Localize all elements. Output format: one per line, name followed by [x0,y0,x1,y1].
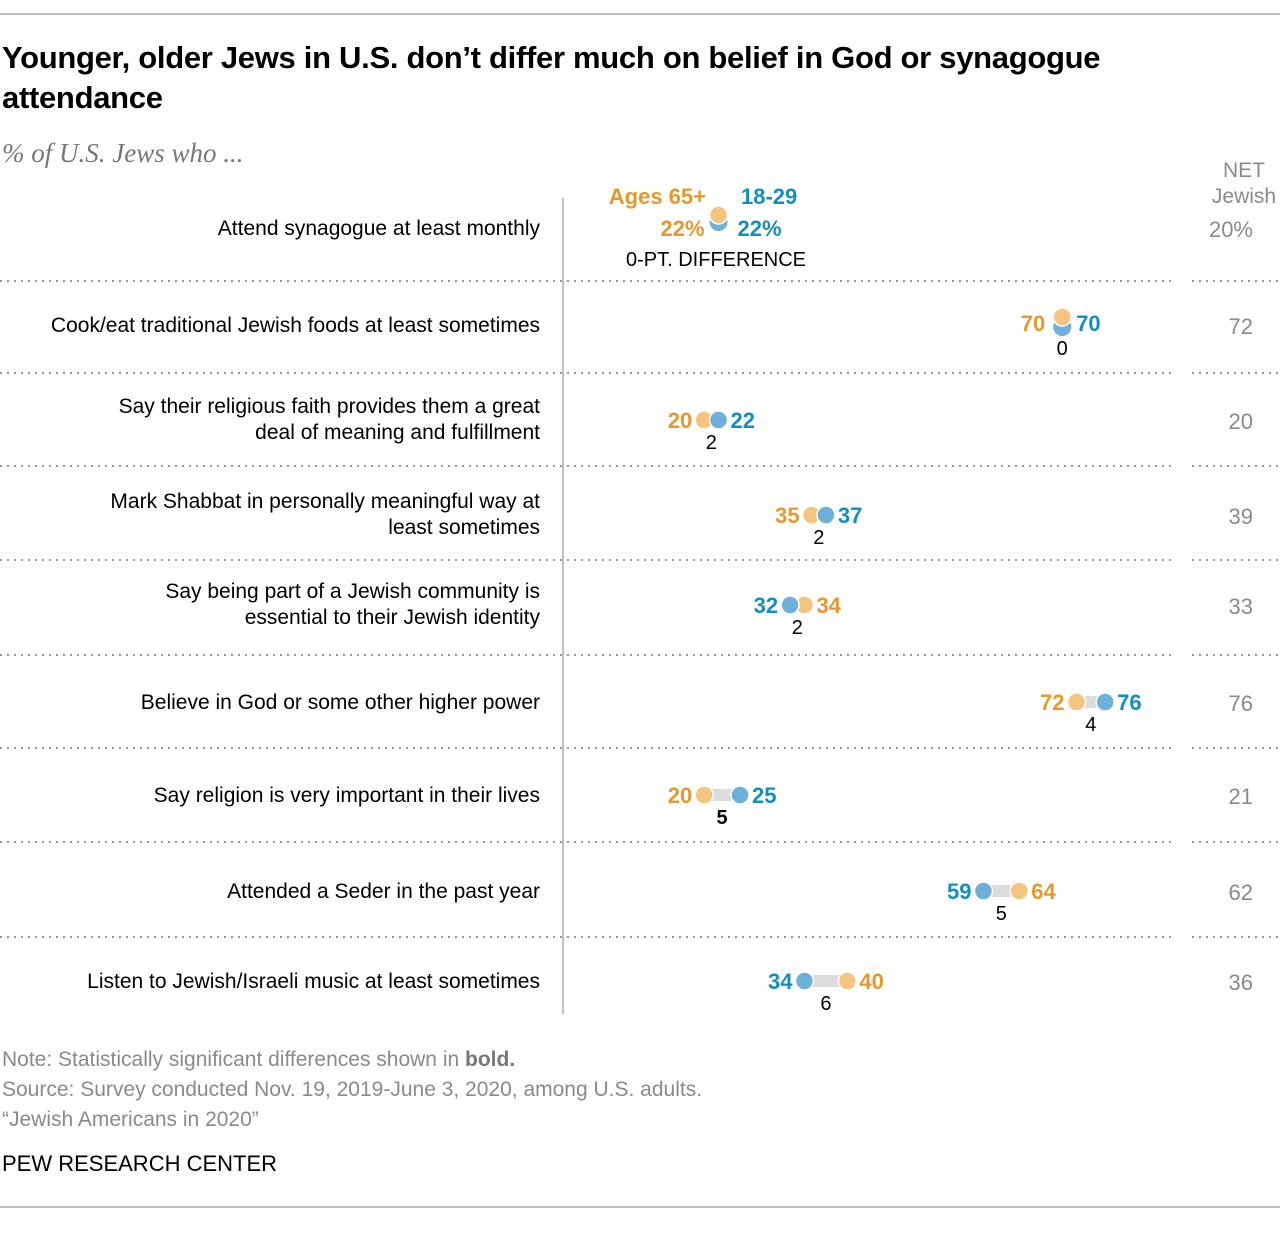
row-label: Attended a Seder in the past year [227,880,540,903]
row-label: Cook/eat traditional Jewish foods at lea… [51,314,540,337]
report-title: “Jewish Americans in 2020” [2,1108,259,1131]
difference-value: 4 [1085,714,1096,736]
row-1: Cook/eat traditional Jewish foods at lea… [51,307,1072,337]
value-younger: 32 [754,593,778,618]
row-5: Believe in God or some other higher powe… [141,691,1115,714]
note-text: Note: Statistically significant differen… [2,1048,466,1071]
net-value: 33 [1229,594,1253,619]
net-value: 76 [1229,691,1253,716]
value-older: 22% [660,216,704,241]
net-value: 39 [1229,504,1253,529]
legend-older: Ages 65+ [609,184,706,209]
value-older: 34 [816,593,841,618]
row-8: Listen to Jewish/Israeli music at least … [87,970,858,993]
value-younger: 34 [768,969,793,994]
difference-value: 2 [813,527,824,549]
brand-logo-text: PEW RESEARCH CENTER [2,1151,278,1176]
net-value: 72 [1229,314,1253,339]
value-younger: 22% [738,216,782,241]
value-younger: 22 [731,408,755,433]
net-value: 20 [1229,409,1253,434]
chart-title: Younger, older Jews in U.S. don’t differ… [2,40,1101,115]
difference-label: 0-PT. DIFFERENCE [626,249,806,271]
note-bold: bold. [465,1048,516,1071]
row-7: Attended a Seder in the past year [227,880,1029,903]
value-older: 72 [1040,690,1064,715]
chart-subtitle: % of U.S. Jews who ... [2,138,244,168]
bottom-rule [0,1206,1280,1208]
dot-younger [708,410,729,430]
dot-younger [1095,692,1115,712]
net-value: 21 [1229,784,1253,809]
dot-younger [794,971,815,991]
row-label: Say religion is very important in their … [154,784,540,807]
difference-value: 5 [717,807,728,829]
dot-older [837,971,858,991]
difference-value: 0 [1057,338,1068,360]
value-older: 64 [1031,879,1056,904]
dot-younger [780,595,800,615]
difference-value: 6 [820,993,831,1015]
value-older: 20 [668,408,692,433]
row-label: Listen to Jewish/Israeli music at least … [87,970,540,993]
row-label: Mark Shabbat in personally meaningful wa… [110,490,540,539]
row-0: Attend synagogue at least monthly [218,205,729,240]
row-label: Say their religious faith provides them … [119,395,541,444]
row-label: Attend synagogue at least monthly [218,217,541,240]
value-older: 40 [859,969,883,994]
dot-older [1052,307,1072,327]
row-4: Say being part of a Jewish community is e… [165,580,815,629]
value-younger: 76 [1117,690,1141,715]
net-value: 62 [1229,880,1253,905]
net-value: 36 [1229,970,1253,995]
row-2: Say their religious faith provides them … [119,395,729,444]
row-6: Say religion is very important in their … [154,784,750,807]
value-younger: 70 [1076,311,1100,336]
legend-younger: 18-29 [741,184,797,209]
net-value: 20% [1209,217,1253,242]
dot-younger [973,881,994,901]
dot-younger [730,785,750,805]
difference-value: 5 [996,903,1007,925]
dot-younger [816,505,836,525]
dot-older [708,205,729,225]
value-older: 70 [1021,311,1045,336]
row-label: Say being part of a Jewish community is e… [165,580,540,629]
row-label: Believe in God or some other higher powe… [141,691,540,714]
value-older: 35 [775,503,799,528]
top-rule [0,13,1280,15]
value-younger: 37 [838,503,862,528]
source: Source: Survey conducted Nov. 19, 2019-J… [2,1078,703,1101]
value-younger: 59 [947,879,971,904]
value-older: 20 [668,783,692,808]
note: Note: Statistically significant differen… [2,1048,515,1072]
difference-value: 2 [792,617,803,639]
dot-older [694,785,714,805]
net-jewish-header: NET Jewish [1211,159,1277,208]
dot-older [1009,881,1029,901]
dot-older [1066,692,1087,712]
row-3: Mark Shabbat in personally meaningful wa… [110,490,836,539]
connector-bar [804,975,848,987]
difference-value: 2 [706,432,717,454]
value-younger: 25 [752,783,776,808]
